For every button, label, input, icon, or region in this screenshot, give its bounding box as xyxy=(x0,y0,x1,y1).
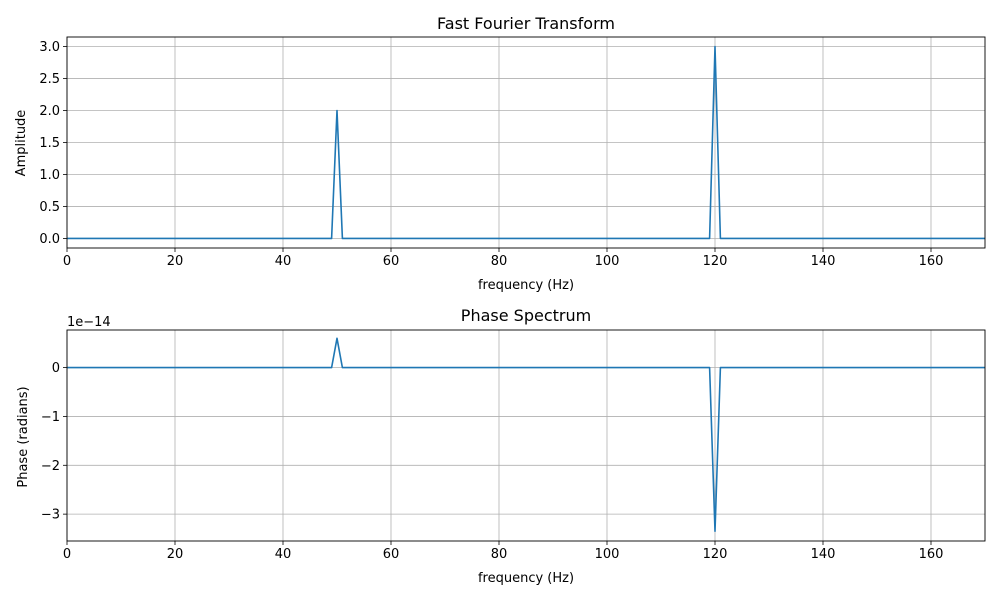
series-group xyxy=(67,45,985,240)
x-tick-label: 80 xyxy=(491,547,508,562)
x-tick-label: 160 xyxy=(919,547,944,562)
y-axis-label: Phase (radians) xyxy=(16,386,31,487)
phase-panel: 0 20 40 60 80 100 120 140 160 0 −1 −2 −3 Phase Spec… xyxy=(16,306,986,586)
x-tick-label: 100 xyxy=(595,254,620,269)
x-tick-label: 60 xyxy=(383,547,400,562)
plot-frame xyxy=(66,36,986,249)
y-tick-label: −1 xyxy=(41,410,60,425)
x-tick-label: 60 xyxy=(383,254,400,269)
x-tick-label: 120 xyxy=(703,254,728,269)
y-tick-label: 3.0 xyxy=(39,40,60,55)
series-group xyxy=(67,337,985,533)
y-axis-label: Amplitude xyxy=(14,110,29,177)
y-ticks: 0 −1 −2 −3 xyxy=(41,361,67,523)
x-axis-label: frequency (Hz) xyxy=(478,571,574,586)
chart-title: Fast Fourier Transform xyxy=(437,14,615,33)
y-offset-label: 1e−14 xyxy=(67,315,111,330)
y-tick-label: −3 xyxy=(41,508,60,523)
x-tick-label: 40 xyxy=(275,254,292,269)
series-line xyxy=(67,337,985,533)
y-tick-label: 1.5 xyxy=(39,136,60,151)
x-tick-label: 100 xyxy=(595,547,620,562)
x-tick-label: 140 xyxy=(811,547,836,562)
x-tick-label: 160 xyxy=(919,254,944,269)
x-tick-label: 80 xyxy=(491,254,508,269)
y-tick-label: 2.0 xyxy=(39,104,60,119)
y-tick-label: 0.5 xyxy=(39,200,60,215)
chart-title: Phase Spectrum xyxy=(461,306,591,325)
y-tick-label: 2.5 xyxy=(39,72,60,87)
x-tick-label: 40 xyxy=(275,547,292,562)
x-tick-label: 20 xyxy=(167,254,184,269)
x-axis-label: frequency (Hz) xyxy=(478,278,574,293)
y-tick-label: −2 xyxy=(41,459,60,474)
fft-panel: 0 20 40 60 80 100 120 140 160 0.0 0.5 1.0 1.5 2.0 2.5… xyxy=(14,14,986,293)
x-tick-label: 120 xyxy=(703,547,728,562)
series-line xyxy=(67,45,985,240)
y-ticks: 0.0 0.5 1.0 1.5 2.0 2.5 3.0 xyxy=(39,40,67,247)
x-ticks: 0 20 40 60 80 100 120 140 160 xyxy=(63,541,944,562)
x-tick-label: 0 xyxy=(63,254,71,269)
y-tick-label: 0.0 xyxy=(39,232,60,247)
plot-frame xyxy=(66,329,986,542)
x-tick-label: 140 xyxy=(811,254,836,269)
y-tick-label: 1.0 xyxy=(39,168,60,183)
y-tick-label: 0 xyxy=(52,361,60,376)
plot-background xyxy=(67,330,985,541)
x-tick-label: 20 xyxy=(167,547,184,562)
x-ticks: 0 20 40 60 80 100 120 140 160 xyxy=(63,248,944,269)
x-tick-label: 0 xyxy=(63,547,71,562)
